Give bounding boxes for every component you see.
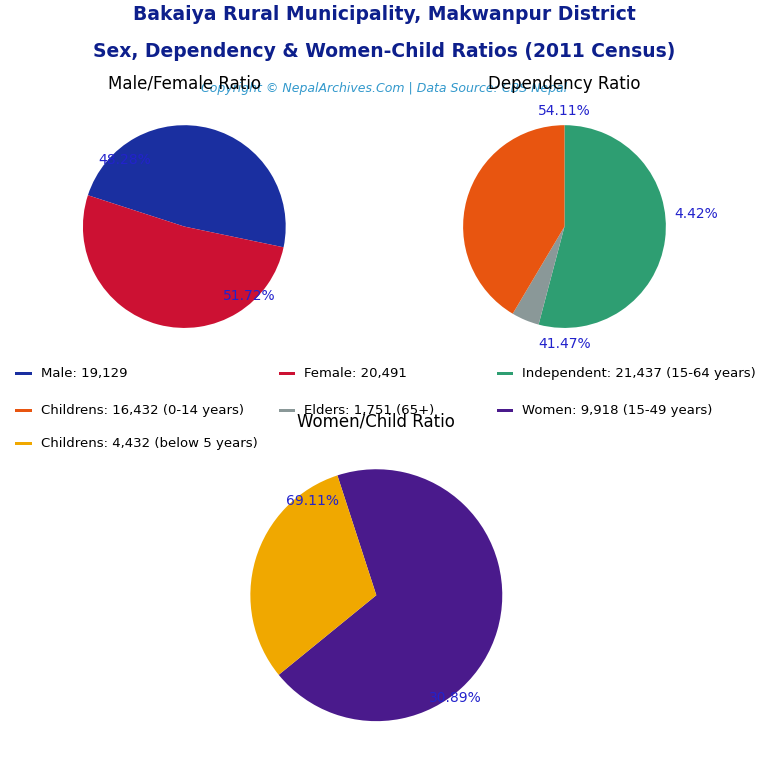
Bar	[279, 372, 295, 376]
Bar	[497, 409, 514, 412]
Bar	[15, 372, 31, 376]
Wedge shape	[250, 475, 376, 675]
Title: Male/Female Ratio: Male/Female Ratio	[108, 74, 261, 93]
Bar	[279, 409, 295, 412]
Text: Independent: 21,437 (15-64 years): Independent: 21,437 (15-64 years)	[522, 367, 756, 380]
Text: 54.11%: 54.11%	[538, 104, 591, 118]
Text: 4.42%: 4.42%	[674, 207, 718, 221]
Title: Women/Child Ratio: Women/Child Ratio	[297, 412, 455, 431]
Text: Bakaiya Rural Municipality, Makwanpur District: Bakaiya Rural Municipality, Makwanpur Di…	[133, 5, 635, 24]
Text: Male: 19,129: Male: 19,129	[41, 367, 127, 380]
Wedge shape	[463, 125, 564, 313]
Text: Elders: 1,751 (65+): Elders: 1,751 (65+)	[304, 404, 435, 417]
Wedge shape	[538, 125, 666, 328]
Text: Sex, Dependency & Women-Child Ratios (2011 Census): Sex, Dependency & Women-Child Ratios (20…	[93, 42, 675, 61]
Bar	[15, 409, 31, 412]
Title: Dependency Ratio: Dependency Ratio	[488, 74, 641, 93]
Bar	[497, 372, 514, 376]
Text: 41.47%: 41.47%	[538, 337, 591, 351]
Text: 69.11%: 69.11%	[286, 494, 339, 508]
Text: Childrens: 16,432 (0-14 years): Childrens: 16,432 (0-14 years)	[41, 404, 243, 417]
Text: Female: 20,491: Female: 20,491	[304, 367, 407, 380]
Text: Copyright © NepalArchives.Com | Data Source: CBS Nepal: Copyright © NepalArchives.Com | Data Sou…	[201, 82, 567, 95]
Wedge shape	[279, 469, 502, 721]
Bar	[15, 442, 31, 445]
Wedge shape	[513, 227, 564, 325]
Wedge shape	[83, 195, 283, 328]
Text: Women: 9,918 (15-49 years): Women: 9,918 (15-49 years)	[522, 404, 713, 417]
Text: 48.28%: 48.28%	[98, 153, 151, 167]
Text: 30.89%: 30.89%	[429, 691, 482, 705]
Text: 51.72%: 51.72%	[223, 289, 276, 303]
Wedge shape	[88, 125, 286, 247]
Text: Childrens: 4,432 (below 5 years): Childrens: 4,432 (below 5 years)	[41, 437, 257, 450]
